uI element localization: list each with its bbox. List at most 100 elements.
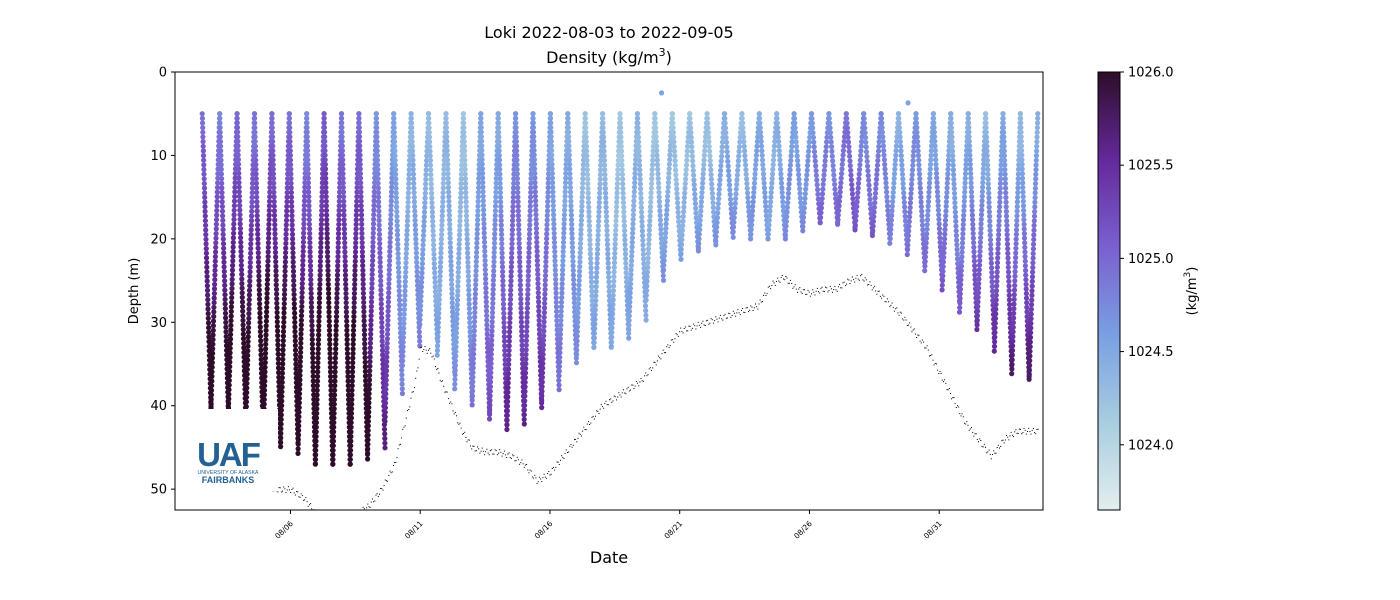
- data-point: [646, 227, 653, 233]
- data-point: [887, 231, 894, 237]
- data-point: [523, 361, 529, 367]
- data-point: [313, 452, 319, 458]
- data-point: [393, 181, 399, 187]
- data-point: [298, 336, 304, 342]
- data-point: [351, 290, 357, 297]
- data-point: [448, 267, 454, 274]
- data-point: [222, 287, 228, 293]
- data-point: [212, 258, 218, 264]
- data-point: [438, 250, 444, 256]
- data-point: [1003, 199, 1009, 205]
- data-point: [891, 185, 897, 191]
- data-point: [945, 176, 951, 182]
- data-point: [458, 171, 464, 177]
- data-point: [227, 364, 233, 370]
- data-point: [487, 407, 493, 413]
- data-point: [497, 190, 503, 196]
- data-point: [588, 279, 595, 285]
- data-point: [846, 144, 852, 150]
- data-point: [440, 199, 446, 205]
- data-point: [435, 338, 441, 344]
- data-point: [545, 185, 551, 191]
- data-point: [891, 175, 897, 182]
- data-point: [426, 125, 432, 131]
- data-point: [479, 143, 485, 149]
- data-point: [382, 445, 388, 451]
- data-point: [297, 377, 303, 383]
- data-point: [849, 182, 855, 188]
- data-point: [435, 343, 441, 349]
- data-point: [479, 170, 486, 176]
- data-point: [221, 259, 227, 265]
- data-point: [258, 338, 264, 344]
- data-point: [994, 260, 1001, 266]
- data-point: [316, 309, 322, 315]
- data-point: [574, 333, 580, 339]
- data-point: [334, 295, 340, 301]
- data-point: [255, 240, 261, 247]
- data-point: [253, 162, 259, 168]
- bottom-track-dot: [495, 450, 497, 452]
- data-point: [443, 124, 449, 131]
- data-point: [231, 212, 237, 218]
- data-point: [516, 222, 522, 228]
- data-point: [735, 167, 741, 173]
- data-point: [204, 273, 210, 280]
- data-point: [778, 171, 784, 177]
- bottom-track-dot: [357, 515, 358, 516]
- data-point: [966, 134, 972, 140]
- data-point: [427, 148, 433, 154]
- data-point: [491, 259, 497, 265]
- data-point: [953, 214, 959, 220]
- data-point: [279, 403, 285, 409]
- bottom-track-dot: [352, 519, 353, 520]
- data-point: [1035, 115, 1041, 121]
- data-point: [639, 218, 645, 225]
- data-point: [899, 171, 906, 177]
- data-point: [775, 134, 781, 140]
- data-point: [904, 251, 910, 258]
- data-point: [505, 366, 512, 372]
- data-point: [436, 315, 442, 321]
- data-point: [1032, 204, 1038, 210]
- data-point: [227, 350, 233, 356]
- data-point: [431, 265, 438, 271]
- data-point: [1018, 120, 1024, 126]
- data-point: [611, 264, 617, 270]
- data-point: [960, 226, 966, 232]
- data-point: [366, 400, 372, 406]
- data-point: [334, 286, 340, 292]
- data-point: [280, 361, 286, 367]
- data-point: [561, 212, 568, 218]
- data-point: [613, 218, 619, 224]
- data-point: [333, 337, 339, 343]
- data-point: [254, 222, 261, 228]
- data-point: [548, 124, 554, 131]
- data-point: [987, 232, 993, 238]
- data-point: [1028, 311, 1034, 317]
- data-point: [955, 261, 961, 267]
- data-point: [304, 124, 310, 131]
- data-point: [333, 341, 339, 347]
- data-point: [918, 190, 924, 196]
- data-point: [369, 294, 375, 300]
- data-point: [204, 259, 210, 266]
- data-point: [643, 297, 649, 303]
- data-point: [629, 249, 635, 255]
- data-point: [385, 299, 391, 305]
- data-point: [316, 332, 322, 338]
- data-point: [587, 241, 593, 248]
- bottom-track-dot: [492, 453, 494, 455]
- data-point: [751, 180, 758, 186]
- data-point: [959, 249, 965, 255]
- data-point: [493, 189, 499, 195]
- data-point: [1000, 115, 1006, 121]
- data-point: [444, 134, 450, 140]
- data-point: [470, 379, 476, 385]
- data-point: [492, 203, 499, 209]
- data-point: [462, 152, 468, 159]
- data-point: [370, 258, 376, 264]
- data-point: [852, 227, 858, 233]
- data-point: [671, 134, 677, 140]
